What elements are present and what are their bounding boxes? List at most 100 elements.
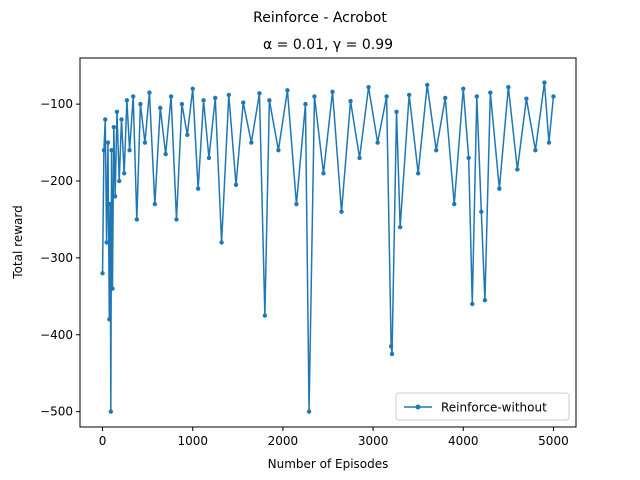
y-axis-label: Total reward (11, 205, 25, 279)
data-point (330, 89, 335, 95)
data-point (466, 155, 471, 161)
data-point (168, 94, 174, 99)
data-point (482, 297, 488, 303)
data-point (111, 124, 117, 130)
y-tick-label: −300 (40, 251, 73, 265)
data-point (101, 148, 107, 153)
series-layer (100, 80, 556, 414)
data-point (108, 201, 113, 207)
data-point (104, 240, 109, 245)
data-point (303, 101, 308, 107)
legend-label: Reinforce-without (441, 401, 547, 415)
data-point (461, 86, 466, 91)
data-point (366, 85, 371, 90)
data-point (524, 96, 529, 101)
y-tick-label: −200 (40, 174, 73, 188)
y-tick-label: −100 (40, 97, 73, 111)
data-point (443, 95, 448, 101)
data-point (131, 94, 136, 99)
data-point (357, 155, 362, 161)
data-point (321, 171, 326, 176)
plot-area (79, 57, 577, 428)
data-point (348, 98, 353, 104)
data-point (226, 92, 231, 98)
data-point (117, 178, 122, 184)
data-point (233, 182, 239, 188)
data-point (206, 155, 212, 161)
data-point (267, 98, 272, 103)
y-axis: −500 −400 −300 −200 −100 (40, 97, 80, 419)
data-point (306, 409, 312, 414)
data-point (276, 148, 281, 153)
data-point (138, 101, 143, 107)
chart-suptitle: Reinforce - Acrobot (253, 10, 387, 26)
x-tick-label: 3000 (358, 434, 389, 448)
data-point (213, 95, 218, 101)
data-point (406, 92, 412, 98)
data-point (434, 148, 439, 153)
legend-marker-sample (415, 404, 421, 410)
data-point (479, 209, 484, 214)
data-point (185, 132, 190, 138)
data-point (551, 94, 556, 99)
data-point (506, 85, 511, 90)
data-point (425, 82, 430, 88)
data-point (515, 167, 520, 172)
data-point (470, 301, 475, 307)
x-tick-label: 5000 (538, 434, 569, 448)
data-point (127, 148, 132, 153)
data-point (110, 286, 115, 291)
y-tick-label: −400 (40, 328, 73, 342)
data-point (285, 88, 290, 93)
data-point (119, 117, 124, 122)
x-axis: 0 1000 2000 3000 4000 5000 (99, 427, 569, 448)
y-tick-label: −500 (40, 405, 73, 419)
data-point (262, 313, 268, 318)
data-point (388, 344, 394, 349)
data-point (339, 209, 344, 214)
data-point (546, 140, 552, 145)
data-point (112, 194, 118, 199)
chart-title: α = 0.01, γ = 0.99 (263, 37, 393, 53)
data-point (312, 94, 317, 99)
x-tick-label: 1000 (177, 434, 208, 448)
data-point (497, 186, 502, 191)
data-point (109, 148, 114, 153)
data-point (121, 171, 127, 176)
plot-frame (79, 57, 577, 428)
data-point (375, 140, 380, 145)
data-point (190, 86, 195, 91)
plot-background (80, 58, 576, 427)
data-point (103, 117, 108, 122)
data-point (294, 201, 299, 207)
legend-box (395, 392, 570, 421)
x-tick-label: 2000 (268, 434, 299, 448)
legend: Reinforce-without (395, 392, 570, 421)
data-point (241, 100, 246, 105)
x-axis-label: Number of Episodes (268, 457, 389, 471)
data-point (114, 109, 120, 115)
data-point (107, 317, 112, 322)
data-point (142, 140, 148, 145)
data-point (152, 201, 158, 207)
data-point (163, 151, 168, 157)
data-point (105, 140, 111, 145)
data-point (488, 90, 493, 95)
x-tick-label: 0 (99, 434, 107, 448)
data-point (108, 409, 114, 414)
data-point (124, 98, 130, 103)
data-point (134, 217, 140, 222)
data-point (533, 148, 538, 153)
data-point (158, 105, 163, 111)
data-point (452, 201, 457, 207)
data-point (257, 91, 262, 96)
data-point (249, 140, 254, 145)
data-point (394, 109, 399, 115)
data-point (201, 98, 206, 103)
data-point (174, 217, 179, 222)
data-point (147, 90, 152, 95)
data-point (474, 94, 479, 99)
data-point (195, 186, 201, 191)
data-point (542, 80, 547, 85)
